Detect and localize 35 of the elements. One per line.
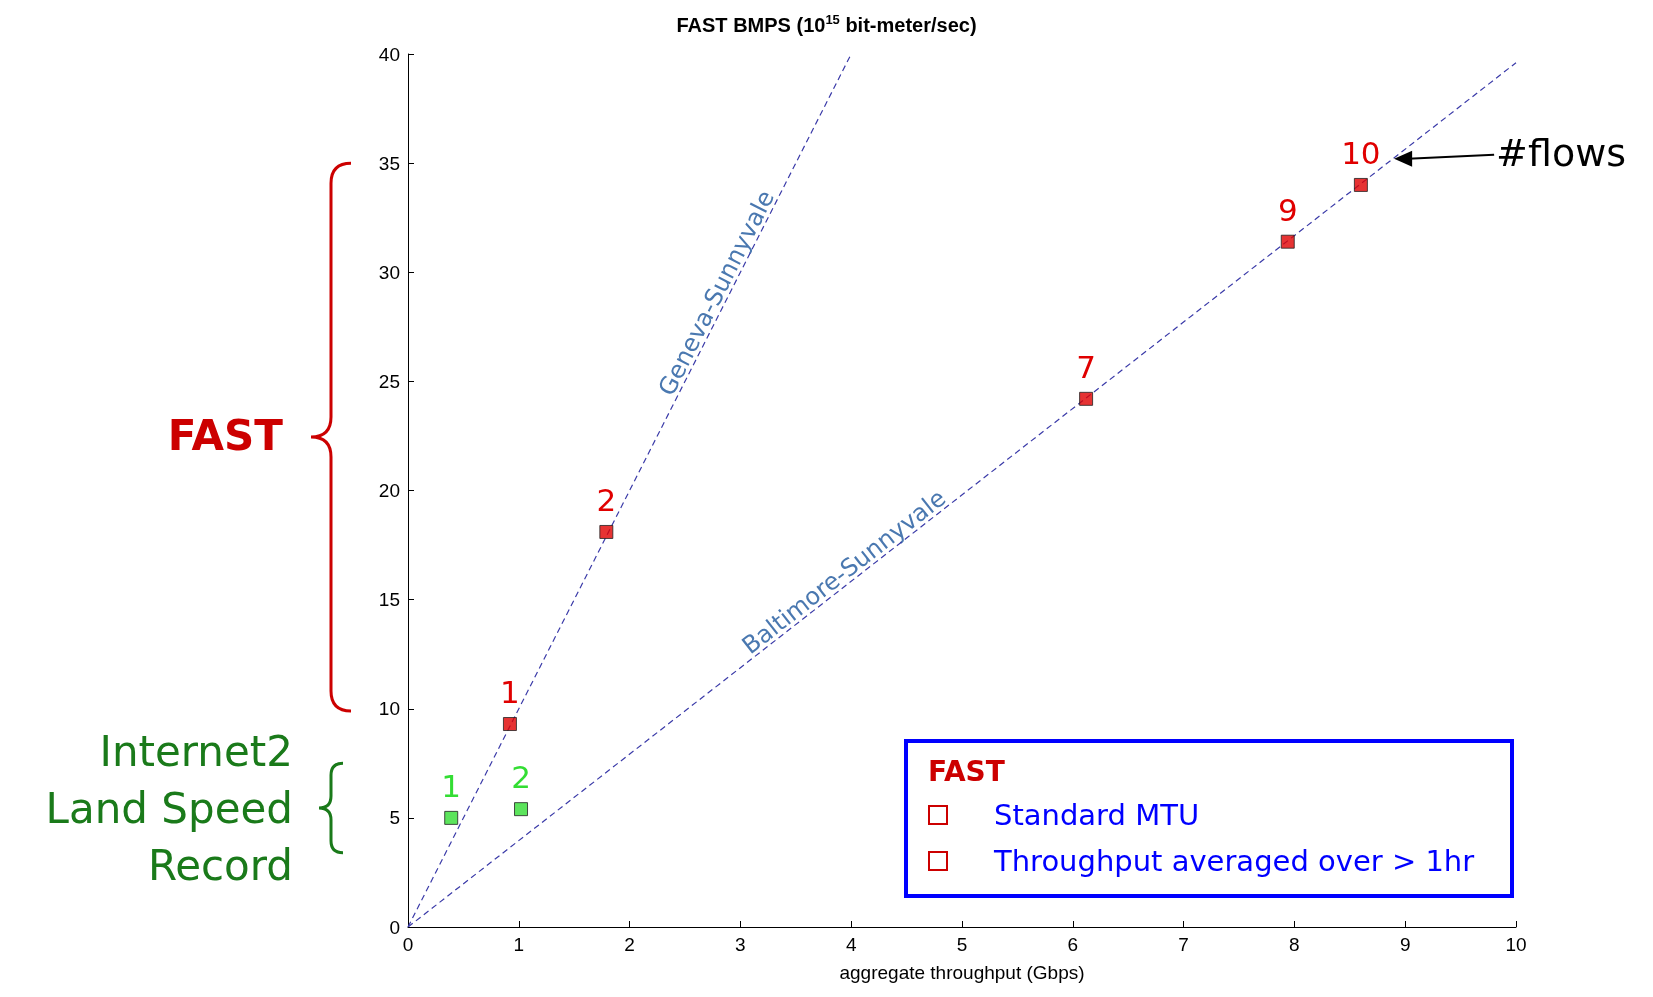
x-tick-label: 1 bbox=[513, 934, 525, 955]
annotation: 9 bbox=[1277, 191, 1298, 228]
x-tick-label: 8 bbox=[1289, 934, 1300, 955]
framed-box: FAST Standard MTU Throughput averaged over > 1hr bbox=[904, 739, 1514, 898]
annotation: Standard MTU bbox=[994, 798, 1200, 832]
y-tick-label: 20 bbox=[378, 480, 400, 501]
annotation: 2 bbox=[596, 481, 617, 518]
y-tick-label: 0 bbox=[389, 916, 400, 938]
y-tick-label: 15 bbox=[378, 589, 400, 611]
annotation: 10 bbox=[1341, 134, 1381, 171]
annotation: 1 bbox=[500, 674, 520, 711]
annotation: 1 bbox=[441, 767, 462, 804]
x-tick-label: 9 bbox=[1399, 934, 1411, 955]
y-tick-label: 10 bbox=[378, 698, 400, 720]
annotation: 2 bbox=[511, 759, 531, 796]
x-tick-label: 2 bbox=[624, 934, 635, 955]
x-tick-label: 5 bbox=[956, 934, 968, 955]
annotation: Throughput averaged over > 1hr bbox=[994, 844, 1475, 878]
annotation: #flows bbox=[1496, 130, 1627, 175]
y-tick-label: 5 bbox=[389, 807, 400, 829]
x-tick-label: 4 bbox=[845, 934, 857, 955]
x-tick-label: 10 bbox=[1505, 934, 1527, 955]
text: Internet2 Land Speed Record bbox=[44, 726, 293, 893]
y-tick-label: 40 bbox=[378, 43, 400, 65]
y-tick-label: 25 bbox=[378, 370, 400, 392]
annotation: 7 bbox=[1076, 348, 1096, 385]
y-tick-label: 30 bbox=[378, 261, 400, 283]
annotation: FAST bbox=[928, 755, 1006, 788]
x-tick-label: 7 bbox=[1178, 934, 1189, 955]
text: FAST bbox=[167, 411, 283, 461]
y-tick-label: 35 bbox=[378, 152, 400, 174]
x-tick-label: 6 bbox=[1067, 934, 1079, 955]
x-tick-label: 0 bbox=[402, 934, 414, 955]
x-axis-title: aggregate throughput (Gbps) bbox=[839, 962, 1085, 983]
x-tick-label: 3 bbox=[735, 934, 746, 955]
